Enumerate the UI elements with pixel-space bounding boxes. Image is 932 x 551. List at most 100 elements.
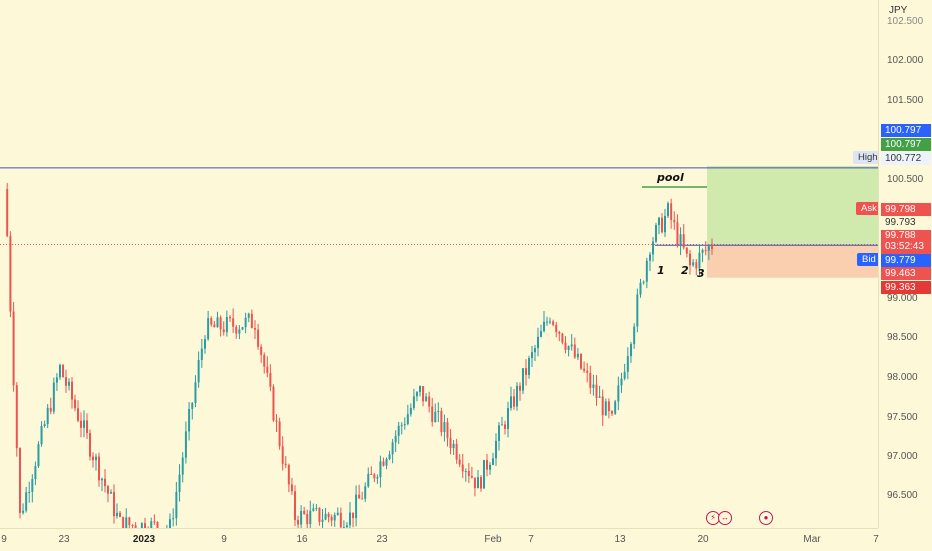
candle-body — [489, 464, 491, 470]
price-tick: 99.000 — [887, 293, 918, 304]
candle-body — [567, 346, 570, 350]
bid-tag: Bid — [857, 253, 878, 266]
candle-body — [537, 336, 539, 349]
candle-body — [667, 203, 669, 216]
candle-body — [300, 511, 303, 525]
candle-body — [80, 420, 82, 428]
candle-body — [306, 513, 309, 525]
candle-body — [652, 241, 654, 255]
candle-body — [46, 407, 49, 425]
candle-body — [507, 408, 509, 429]
time-tick: Feb — [484, 534, 502, 545]
candle-body — [649, 254, 651, 261]
candle-body — [116, 512, 118, 517]
candle-body — [150, 521, 153, 528]
lightning-icon[interactable]: ⚡ — [706, 511, 720, 525]
price-chart[interactable] — [0, 0, 878, 528]
candle-body — [525, 368, 527, 375]
candle-body — [213, 324, 216, 328]
candle-body — [89, 433, 91, 457]
candle-body — [22, 510, 25, 513]
candle-body — [77, 408, 79, 421]
candle-body — [207, 318, 210, 340]
candle-body — [339, 512, 342, 528]
candle-body — [272, 386, 275, 421]
candle-body — [513, 396, 515, 407]
candle-body — [247, 313, 250, 318]
candle-body — [254, 328, 256, 330]
candle-body — [592, 384, 595, 388]
candle-body — [580, 353, 582, 369]
candle-body — [495, 440, 497, 459]
candle-body — [534, 348, 536, 353]
candle-body — [260, 346, 263, 355]
candle-body — [172, 518, 175, 520]
candle-body — [446, 422, 449, 438]
dividend-icon[interactable]: ● — [759, 511, 773, 525]
candle-body — [327, 513, 330, 518]
candle-body — [349, 512, 351, 526]
candle-body — [543, 321, 545, 332]
price-axis[interactable]: JPY 102.500 102.000 101.500 100.500 99.0… — [878, 0, 932, 528]
candle-body — [595, 384, 598, 398]
candle-body — [586, 370, 589, 373]
ask-price-label: 99.798 — [881, 203, 931, 216]
candle-body — [473, 477, 476, 489]
candle-body — [321, 519, 324, 522]
time-axis[interactable]: 9 23 2023 9 16 23 Feb 7 13 20 Mar 7 — [0, 528, 879, 551]
pool-annotation: pool — [657, 171, 684, 184]
candle-body — [689, 253, 691, 266]
candle-body — [452, 443, 455, 449]
candle-countdown: 03:52:43 — [885, 241, 924, 252]
touch-label-1: 1 — [657, 264, 665, 277]
candle-body — [131, 524, 134, 526]
candle-body — [144, 523, 146, 528]
time-tick: 2023 — [132, 534, 156, 545]
candle-body — [178, 474, 181, 492]
high-price-label: 100.772 — [881, 152, 931, 165]
candle-body — [59, 364, 61, 378]
price-tick: 96.500 — [887, 490, 918, 501]
candle-body — [498, 425, 500, 441]
candle-body — [12, 311, 15, 386]
candle-body — [403, 424, 406, 426]
candle-body — [510, 396, 512, 409]
candle-body — [65, 377, 67, 386]
candle-body — [266, 366, 269, 374]
candle-body — [661, 217, 663, 233]
current-price-label: 99.788 03:52:43 — [881, 230, 931, 254]
candle-body — [181, 457, 184, 475]
candle-body — [388, 454, 391, 460]
candle-body — [342, 527, 345, 528]
candle-body — [55, 377, 58, 383]
candle-body — [552, 321, 555, 325]
candle-body — [701, 249, 704, 253]
candle-body — [275, 420, 278, 422]
candle-body — [437, 411, 440, 413]
price-tick: 98.500 — [887, 332, 918, 343]
candle-body — [623, 371, 626, 379]
candle-body — [409, 407, 412, 415]
price-tick: 97.000 — [887, 451, 918, 462]
chart-area[interactable]: pool 1 2 3 High Ask Bid ⚡ ↔ ● — [0, 0, 878, 528]
mid-price-label: 99.793 — [885, 217, 916, 228]
earnings-icon[interactable]: ↔ — [718, 511, 732, 525]
candle-body — [546, 321, 548, 323]
candle-body — [611, 411, 613, 414]
candle-body — [604, 401, 607, 416]
candle-body — [219, 317, 222, 330]
candle-body — [519, 385, 521, 391]
candle-body — [528, 358, 530, 375]
candle-body — [25, 492, 28, 511]
candle-body — [704, 249, 707, 251]
candle-body — [238, 329, 241, 334]
candle-body — [425, 396, 428, 402]
candle-body — [40, 426, 43, 445]
candle-body — [391, 442, 394, 455]
candle-body — [434, 411, 437, 422]
candle-body — [573, 344, 576, 358]
candle-body — [309, 510, 312, 525]
candle-body — [455, 443, 458, 460]
candle-body — [682, 234, 685, 248]
candle-body — [71, 381, 73, 400]
